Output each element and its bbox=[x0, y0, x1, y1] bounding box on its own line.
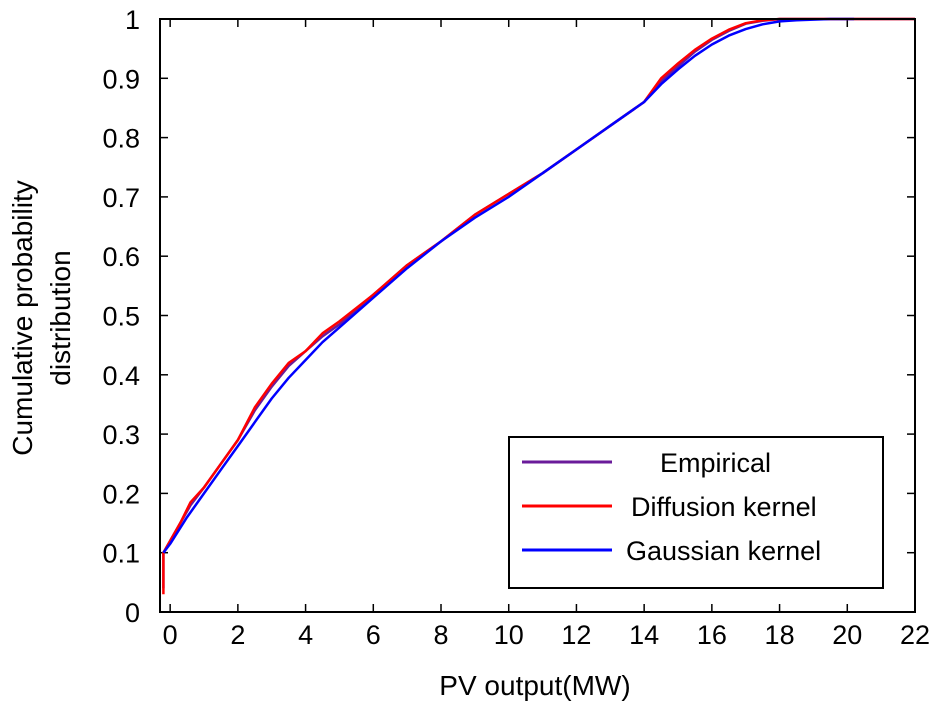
y-tick-label: 0.1 bbox=[102, 539, 140, 569]
y-tick-label: 0.7 bbox=[102, 183, 140, 213]
y-tick-label: 1 bbox=[125, 5, 140, 35]
y-tick-label: 0.4 bbox=[102, 361, 140, 391]
y-tick-label: 0.9 bbox=[102, 64, 140, 94]
legend: Empirical Diffusion kernel Gaussian kern… bbox=[508, 436, 884, 589]
x-tick-label: 0 bbox=[163, 620, 178, 650]
y-tick-label: 0.8 bbox=[102, 124, 140, 154]
legend-label-gaussian: Gaussian kernel bbox=[626, 536, 821, 566]
x-axis-ticks: 0 2 4 6 8 10 12 14 16 18 20 22 bbox=[163, 19, 930, 650]
x-tick-label: 10 bbox=[494, 620, 524, 650]
y-tick-label: 0.3 bbox=[102, 420, 140, 450]
x-tick-label: 12 bbox=[561, 620, 591, 650]
x-tick-label: 4 bbox=[298, 620, 313, 650]
plot-area-frame bbox=[159, 18, 916, 613]
y-tick-label: 0.5 bbox=[102, 302, 140, 332]
x-tick-label: 20 bbox=[832, 620, 862, 650]
series-line-diffusion-kernel bbox=[162, 17, 915, 595]
series-lines bbox=[162, 17, 915, 595]
y-axis-label-line1: Cumulative probability bbox=[7, 180, 38, 455]
y-tick-label: 0.2 bbox=[102, 479, 140, 509]
y-tick-label: 0 bbox=[125, 598, 140, 628]
y-tick-label: 0.6 bbox=[102, 242, 140, 272]
x-tick-label: 18 bbox=[765, 620, 795, 650]
y-axis-ticks: 0 0.1 0.2 0.3 0.4 0.5 0.6 0.7 0.8 0.9 1 bbox=[102, 5, 915, 628]
legend-label-empirical: Empirical bbox=[660, 448, 771, 478]
x-axis-label: PV output(MW) bbox=[439, 670, 630, 701]
x-tick-label: 16 bbox=[697, 620, 727, 650]
x-tick-label: 8 bbox=[433, 620, 448, 650]
legend-label-diffusion: Diffusion kernel bbox=[631, 492, 817, 522]
x-tick-label: 14 bbox=[629, 620, 659, 650]
x-tick-label: 6 bbox=[366, 620, 381, 650]
x-tick-label: 22 bbox=[900, 620, 930, 650]
x-tick-label: 2 bbox=[230, 620, 245, 650]
series-line-gaussian-kernel bbox=[162, 17, 855, 554]
y-axis-label-line2: distribution bbox=[45, 250, 76, 385]
